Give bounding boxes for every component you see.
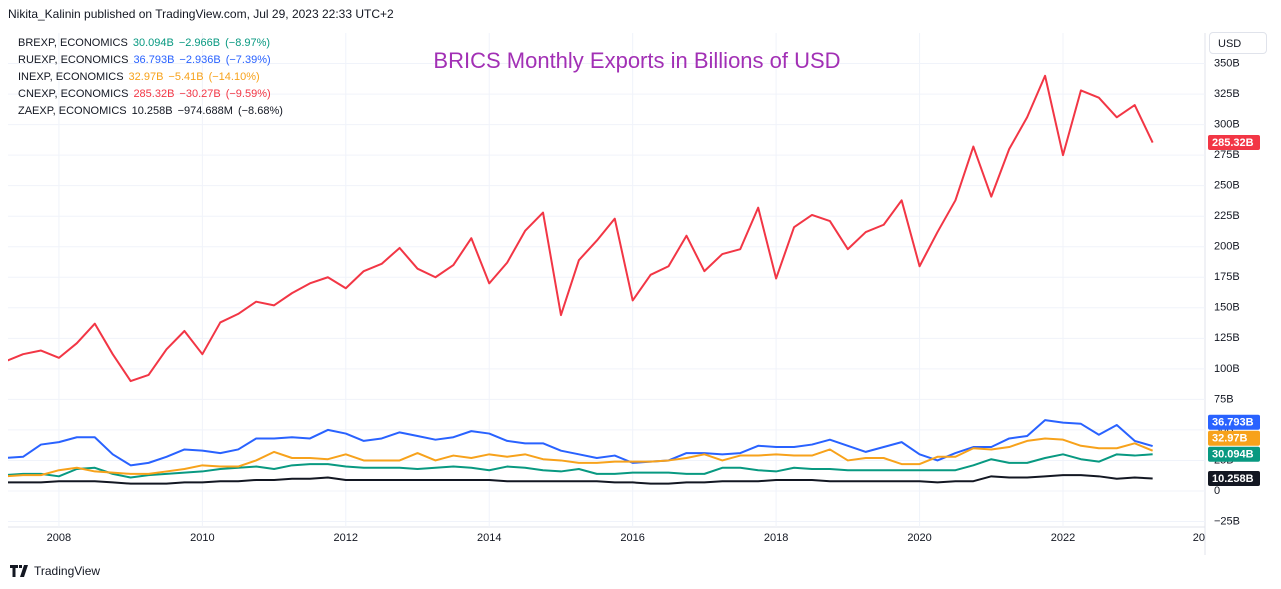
last-value-label: 32.97B [1212,433,1248,445]
legend-name: INEXP, ECONOMICS [18,71,124,83]
series-line [8,419,1153,467]
y-tick-label: 350B [1214,57,1240,69]
series-line [8,453,1153,479]
legend-last-label: 285.32B [133,88,175,100]
y-tick-label: 75B [1214,393,1234,405]
last-value-label: 10.258B [1212,473,1254,485]
y-tick-label: 125B [1214,332,1240,344]
legend-change: −2.936B [179,54,221,66]
footer-text: TradingView [34,564,101,578]
legend-change: −2.966B [178,37,221,49]
legend-row[interactable]: BREXP, ECONOMICS 30.094B −2.966B (−8.97%) [18,35,288,52]
publisher-line: Nikita_Kalinin published on TradingView.… [8,7,394,21]
y-tick-label: 175B [1214,271,1240,283]
last-value-badge [1208,135,1260,151]
legend-last-label: 10.258B [131,105,173,117]
y-tick-label: −25B [1214,515,1240,527]
last-value-label: 36.793B [1212,417,1254,429]
plot [8,74,1154,485]
legend-change: −30.27B [179,88,221,100]
y-tick-label: 275B [1214,149,1240,161]
chart-title: BRICS Monthly Exports in Billions of USD [433,48,840,73]
series-line [8,74,1154,383]
series-line [8,437,1154,478]
x-tick-label: 2016 [620,532,644,544]
last-value-label: 30.094B [1212,449,1254,461]
legend: BREXP, ECONOMICS 30.094B −2.966B (−8.97%) RU… [18,35,288,120]
legend-change-pct: (−14.10%) [208,71,260,83]
legend-change: −974.688M [177,105,233,117]
last-value-badge [1208,446,1260,462]
legend-name: RUEXP, ECONOMICS [18,54,129,66]
x-tick-label: 2020 [907,532,931,544]
legend-last-label: 30.094B [132,37,174,49]
y-tick-label: 200B [1214,241,1240,253]
last-value-badge [1208,470,1260,486]
x-tick-label: 2010 [190,532,214,544]
axis-labels: −25B025B50B75B100B125B150B175B200B225B25… [47,57,1260,544]
last-value-badge [1208,430,1260,446]
footer: TradingView [10,564,100,578]
legend-change: −5.41B [168,71,204,83]
x-tick-label: 2012 [334,532,358,544]
y-tick-label: 150B [1214,302,1240,314]
logo [10,565,28,577]
y-tick-label: 325B [1214,88,1240,100]
legend-row[interactable]: CNEXP, ECONOMICS 285.32B −30.27B (−9.59%) [18,86,288,103]
grid [8,33,1205,527]
y-tick-label: 250B [1214,180,1240,192]
y-tick-label: 0 [1214,485,1220,497]
legend-name: BREXP, ECONOMICS [18,37,128,49]
x-tick-label: 20 [1193,532,1205,544]
legend-change-pct: (−8.68%) [237,105,283,117]
last-value-label: 285.32B [1212,137,1254,149]
legend-last-label: 32.97B [128,71,164,83]
legend-name: CNEXP, ECONOMICS [18,88,129,100]
y-tick-label: 100B [1214,363,1240,375]
y-tick-label: 225B [1214,210,1240,222]
y-tick-label: 300B [1214,119,1240,131]
last-value-badge [1208,414,1260,430]
x-tick-label: 2018 [764,532,788,544]
legend-row[interactable]: ZAEXP, ECONOMICS 10.258B −974.688M (−8.68%) [18,103,288,120]
legend-change-pct: (−8.97%) [225,37,271,49]
legend-row[interactable]: RUEXP, ECONOMICS 36.793B −2.936B (−7.39%) [18,52,288,69]
legend-row[interactable]: INEXP, ECONOMICS 32.97B −5.41B (−14.10%) [18,69,288,86]
x-tick-label: 2022 [1051,532,1075,544]
series-line [8,474,1153,485]
legend-change-pct: (−9.59%) [225,88,271,100]
x-tick-label: 2008 [47,532,71,544]
x-tick-label: 2014 [477,532,501,544]
currency-button[interactable]: USD [1209,32,1267,54]
legend-last-label: 36.793B [133,54,175,66]
legend-change-pct: (−7.39%) [225,54,271,66]
legend-name: ZAEXP, ECONOMICS [18,105,127,117]
